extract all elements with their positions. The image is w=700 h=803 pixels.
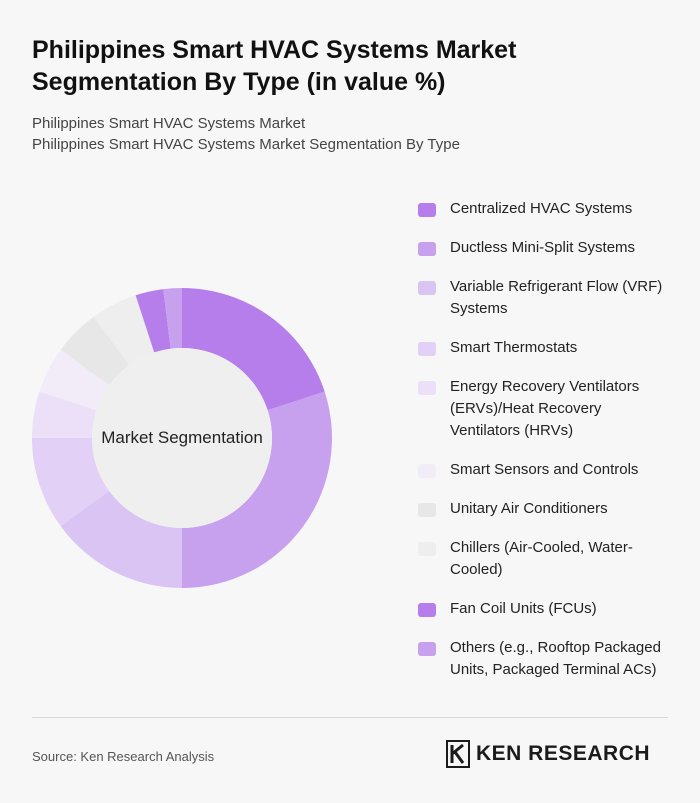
legend-label-line: Ventilators (HRVs): [450, 422, 574, 439]
donut-slice-10: [163, 288, 182, 349]
legend-label-line: (ERVs)/Heat Recovery: [450, 400, 602, 417]
chart-title-line-2: Segmentation By Type (in value %): [32, 68, 446, 96]
donut-slice-1: [182, 288, 325, 411]
legend-item: Ductless Mini-Split Systems: [418, 237, 678, 259]
legend-label-line: Smart Thermostats: [450, 339, 578, 356]
donut-slice-7: [60, 316, 130, 386]
legend-item: Chillers (Air-Cooled, Water- Cooled): [418, 537, 678, 581]
donut-center-label: Market Segmentation: [101, 428, 263, 447]
brand-name: KEN RESEARCH: [476, 742, 651, 765]
donut-slice-9: [135, 289, 171, 353]
legend-label: Ductless Mini-Split Systems: [450, 237, 635, 259]
legend-swatch: [418, 603, 436, 617]
legend-label: Variable Refrigerant Flow (VRF) Systems: [450, 276, 662, 320]
brand-logo: KEN RESEARCH: [446, 740, 650, 768]
donut-hole: [92, 348, 272, 528]
legend-label-line: Units, Packaged Terminal ACs): [450, 661, 657, 678]
legend-label: Chillers (Air-Cooled, Water- Cooled): [450, 537, 633, 581]
legend-label-line: Systems: [450, 300, 508, 317]
legend-label-line: Variable Refrigerant Flow (VRF): [450, 278, 663, 295]
donut-slice-5: [32, 391, 97, 438]
donut-slice-6: [39, 349, 110, 411]
legend-label-line: Smart Sensors and Controls: [450, 461, 639, 478]
chart-title-line-1: Philippines Smart HVAC Systems Market: [32, 36, 517, 64]
legend-label-line: Unitary Air Conditioners: [450, 500, 608, 517]
footer-divider: [32, 717, 668, 718]
legend-swatch: [418, 542, 436, 556]
subtitle-line-2: Philippines Smart HVAC Systems Market Se…: [32, 136, 460, 153]
legend-label-line: Chillers (Air-Cooled, Water-: [450, 539, 633, 556]
subtitle-line-1: Philippines Smart HVAC Systems Market: [32, 115, 306, 132]
source-note: Source: Ken Research Analysis: [32, 749, 215, 764]
legend-item: Smart Thermostats: [418, 337, 678, 359]
legend-item: Fan Coil Units (FCUs): [418, 598, 678, 620]
legend-item: Variable Refrigerant Flow (VRF) Systems: [418, 276, 678, 320]
donut-slice-3: [60, 490, 183, 588]
legend-label-line: Energy Recovery Ventilators: [450, 378, 640, 395]
legend-label: Others (e.g., Rooftop Packaged Units, Pac…: [450, 637, 661, 681]
legend-label: Centralized HVAC Systems: [450, 198, 632, 220]
legend-item: Others (e.g., Rooftop Packaged Units, Pac…: [418, 637, 678, 681]
legend-label: Energy Recovery Ventilators (ERVs)/Heat R…: [450, 376, 639, 442]
legend-item: Smart Sensors and Controls: [418, 459, 678, 481]
legend-item: Centralized HVAC Systems: [418, 198, 678, 220]
legend-swatch: [418, 381, 436, 395]
donut-slice-8: [93, 295, 155, 366]
legend-label-line: Ductless Mini-Split Systems: [450, 239, 636, 256]
legend-label-line: Fan Coil Units (FCUs): [450, 600, 597, 617]
legend-item: Energy Recovery Ventilators (ERVs)/Heat R…: [418, 376, 678, 442]
legend-label: Smart Thermostats: [450, 337, 577, 359]
chart-title: Philippines Smart HVAC Systems Market Se…: [32, 34, 632, 98]
legend-swatch: [418, 464, 436, 478]
ken-research-logo-icon: [446, 740, 470, 768]
legend-swatch: [418, 242, 436, 256]
legend-swatch: [418, 503, 436, 517]
legend-swatch: [418, 642, 436, 656]
chart-subtitle: Philippines Smart HVAC Systems Market Ph…: [32, 113, 672, 155]
legend-label-line: Centralized HVAC Systems: [450, 200, 633, 217]
legend-label-line: Others (e.g., Rooftop Packaged: [450, 639, 661, 656]
legend-swatch: [418, 281, 436, 295]
legend-label-line: Cooled): [450, 561, 503, 578]
legend-label: Smart Sensors and Controls: [450, 459, 638, 481]
donut-slice-4: [32, 438, 110, 527]
legend-swatch: [418, 342, 436, 356]
legend-label: Fan Coil Units (FCUs): [450, 598, 597, 620]
legend-label: Unitary Air Conditioners: [450, 498, 608, 520]
donut-slice-2: [182, 391, 332, 588]
legend-swatch: [418, 203, 436, 217]
legend-item: Unitary Air Conditioners: [418, 498, 678, 520]
chart-legend: Centralized HVAC Systems Ductless Mini-Sp…: [418, 198, 678, 698]
